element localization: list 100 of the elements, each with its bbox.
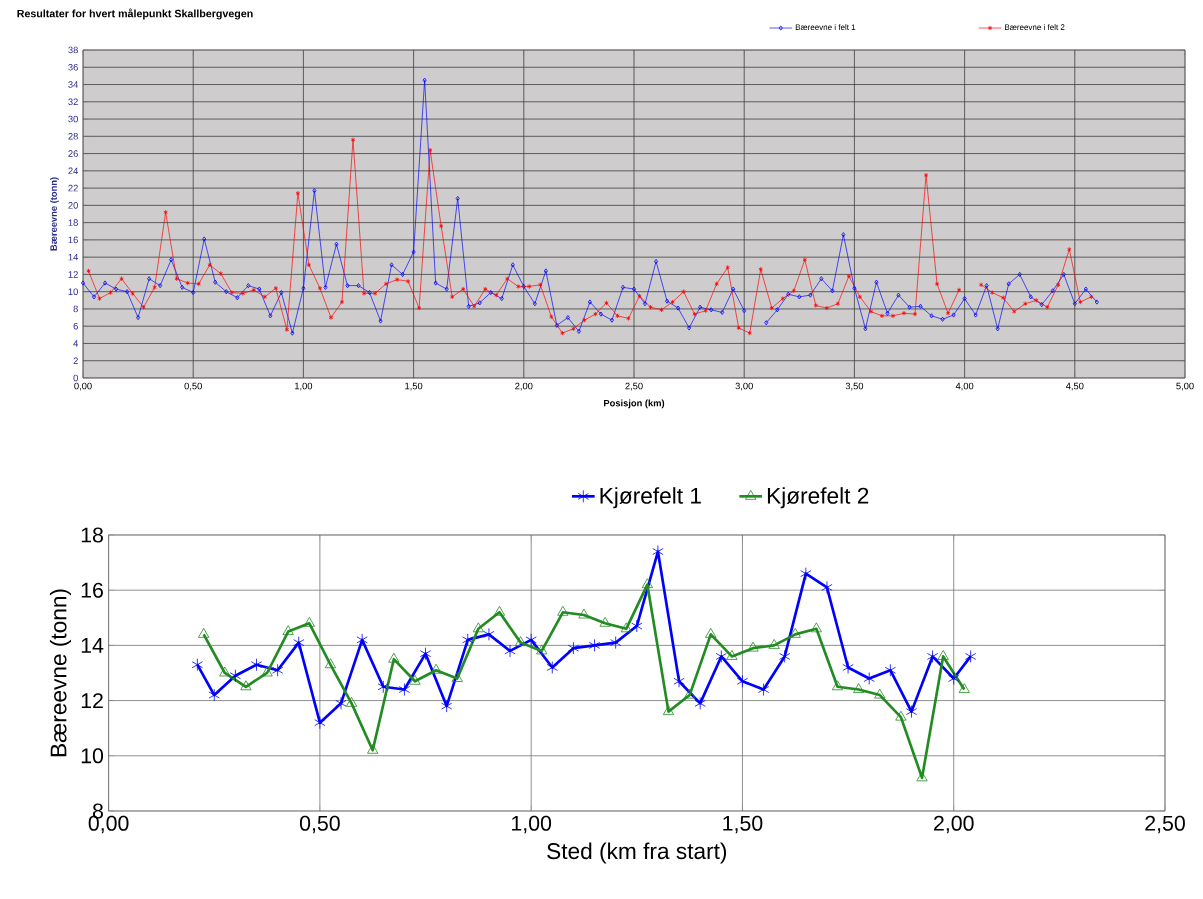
point	[303, 616, 315, 627]
y-tick-label: 16	[81, 582, 103, 598]
point	[610, 636, 622, 650]
point	[409, 674, 421, 685]
point	[282, 625, 294, 635]
x-tick-label: 2,00	[934, 815, 974, 834]
point	[462, 633, 474, 647]
y-tick-label: 26	[68, 150, 78, 157]
x-tick-label: 1,50	[723, 815, 763, 834]
point	[536, 644, 548, 655]
point	[451, 672, 463, 682]
x-tick-label: 2,50	[625, 382, 643, 391]
y-tick-label: 16	[68, 236, 78, 244]
point	[884, 663, 896, 677]
y-tick-label: 14	[81, 638, 104, 653]
point	[272, 663, 284, 677]
point	[398, 683, 410, 696]
point	[831, 680, 844, 691]
y-tick-label: 4	[73, 340, 79, 347]
y-tick-label: 12	[81, 693, 103, 709]
point	[948, 672, 960, 685]
y-tick-label: 24	[68, 167, 79, 175]
x-tick-label: 3,00	[735, 382, 753, 391]
point	[367, 743, 379, 754]
point	[240, 680, 252, 691]
point	[863, 672, 875, 685]
x-tick-label: 2,00	[515, 382, 533, 391]
point	[853, 683, 865, 693]
chart-title: Resultater for hvert målepunkt Skallbergvegen	[17, 8, 253, 20]
y-tick-label: 8	[73, 305, 78, 313]
point	[504, 644, 516, 658]
y-tick-label: 18	[68, 219, 78, 226]
point	[324, 658, 337, 669]
point	[620, 622, 632, 633]
point	[684, 688, 696, 699]
y-tick-label: 20	[68, 202, 78, 209]
x-tick-label: 0,00	[74, 382, 92, 391]
point	[441, 699, 453, 713]
point	[662, 705, 675, 716]
point	[293, 636, 305, 650]
y-tick-label: 14	[68, 253, 79, 261]
point	[335, 696, 347, 710]
y-tick-label: 34	[68, 81, 79, 88]
legend-label: Kjørefelt 2	[767, 487, 869, 509]
x-axis-title: Sted (km fra start)	[547, 842, 727, 864]
point	[694, 696, 706, 710]
y-tick-label: 0	[73, 374, 78, 382]
x-tick-label: 1,00	[512, 815, 552, 834]
point	[673, 674, 685, 688]
point	[314, 716, 326, 730]
point	[958, 683, 970, 693]
point	[546, 661, 558, 674]
point	[927, 650, 939, 663]
point	[905, 705, 918, 719]
y-tick-label: 10	[68, 288, 78, 295]
legend-label: Bæreevne i felt 2	[1005, 24, 1065, 30]
y-tick-label: 22	[68, 184, 78, 192]
y-tick-label: 38	[68, 46, 78, 54]
point	[641, 578, 653, 589]
point	[715, 650, 727, 663]
point	[965, 650, 977, 663]
point	[705, 627, 717, 638]
point	[191, 658, 203, 672]
y-axis-title: Bæreevne (tonn)	[50, 177, 59, 251]
y-tick-label: 10	[81, 748, 104, 764]
point	[219, 666, 231, 677]
point	[419, 647, 432, 661]
point	[430, 663, 442, 674]
legend-label: Kjørefelt 1	[600, 487, 701, 509]
point	[356, 633, 368, 647]
point	[525, 633, 537, 647]
point	[779, 650, 791, 663]
x-tick-label: 3,50	[845, 382, 864, 391]
point	[377, 680, 389, 694]
point	[557, 605, 569, 616]
point	[515, 636, 527, 647]
point	[631, 619, 643, 633]
y-tick-label: 36	[68, 63, 78, 71]
point	[388, 652, 400, 663]
point	[599, 616, 611, 627]
y-tick-label: 32	[68, 98, 78, 106]
y-axis-title: Bæreevne (tonn)	[49, 589, 71, 757]
y-tick-label: 6	[73, 322, 78, 330]
point	[810, 622, 822, 633]
point	[895, 710, 907, 721]
point	[198, 627, 210, 638]
point	[483, 627, 495, 641]
x-tick-label: 1,50	[405, 382, 423, 391]
point	[874, 688, 886, 699]
point	[208, 688, 220, 702]
point	[493, 605, 506, 616]
point	[250, 658, 263, 672]
point	[768, 638, 780, 649]
x-tick-label: 2,50	[1145, 815, 1185, 834]
point	[789, 627, 801, 638]
point	[261, 666, 273, 677]
x-tick-label: 0,50	[184, 382, 202, 391]
x-tick-label: 0,50	[299, 815, 340, 834]
point	[916, 771, 928, 782]
point	[229, 669, 241, 683]
